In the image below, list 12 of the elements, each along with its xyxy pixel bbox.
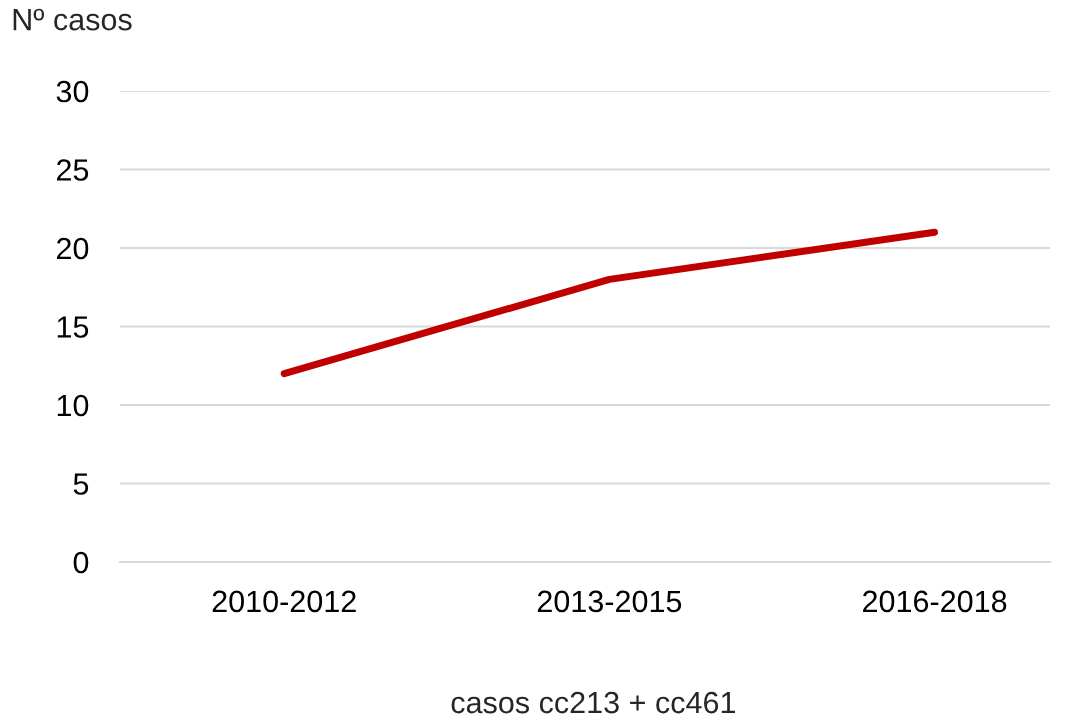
y-tick-label: 30 <box>56 80 89 103</box>
y-axis-title: Nº casos <box>13 8 132 31</box>
y-tick-label: 10 <box>57 394 89 417</box>
y-tick-label: 25 <box>57 159 89 181</box>
x-tick-label: 2016-2018 <box>863 590 1007 613</box>
y-tick-label: 20 <box>57 237 89 260</box>
x-tick-label: 2010-2012 <box>212 590 356 613</box>
x-tick-label: 2013-2015 <box>537 590 682 613</box>
y-tick-label: 0 <box>73 551 89 574</box>
y-tick-label: 5 <box>73 473 89 495</box>
y-tick-label: 15 <box>57 316 89 338</box>
x-axis-title: casos cc213 + cc461 <box>451 691 735 714</box>
